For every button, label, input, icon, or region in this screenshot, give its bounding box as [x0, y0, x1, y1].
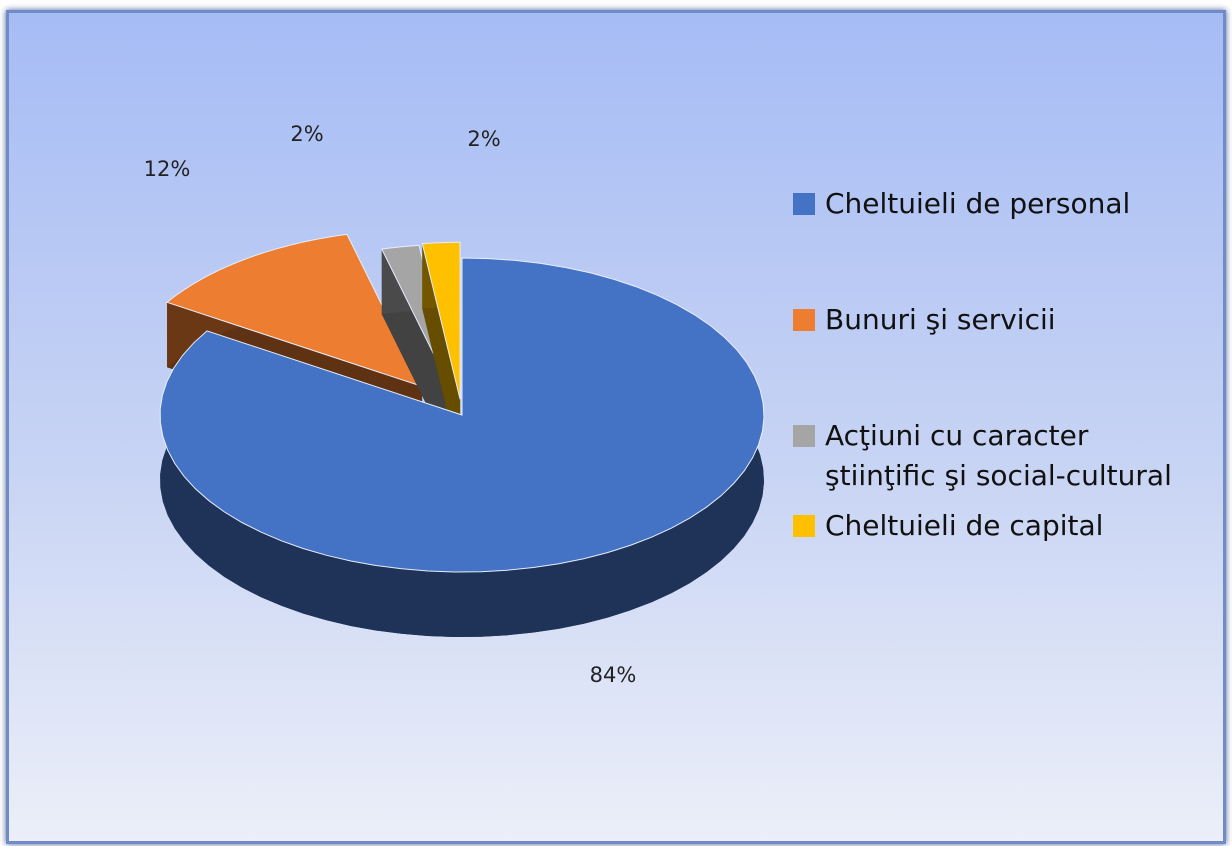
- legend-label: Acţiuni cu caracter ştiinţific şi social…: [825, 419, 1172, 492]
- pie-slice: [159, 257, 765, 637]
- legend-swatch: [793, 425, 815, 447]
- data-label: 12%: [144, 157, 191, 181]
- slice-top: [166, 233, 424, 388]
- legend-item: Bunuri şi servicii: [793, 300, 1183, 340]
- legend: Cheltuieli de personal Bunuri şi servicii…: [793, 184, 1183, 546]
- data-label: 2%: [467, 127, 500, 151]
- legend-swatch: [793, 193, 815, 215]
- legend-label: Bunuri şi servicii: [825, 303, 1056, 336]
- slice-top: [159, 257, 765, 573]
- legend-item: Cheltuieli de capital: [793, 506, 1183, 546]
- legend-label: Cheltuieli de personal: [825, 187, 1131, 220]
- data-label: 84%: [590, 663, 637, 687]
- legend-swatch: [793, 309, 815, 331]
- legend-label: Cheltuieli de capital: [825, 509, 1104, 542]
- legend-item: Acţiuni cu caracter ştiinţific şi social…: [793, 416, 1183, 496]
- data-label: 2%: [290, 122, 323, 146]
- legend-item: Cheltuieli de personal: [793, 184, 1183, 224]
- slice-top: [421, 241, 461, 400]
- legend-swatch: [793, 515, 815, 537]
